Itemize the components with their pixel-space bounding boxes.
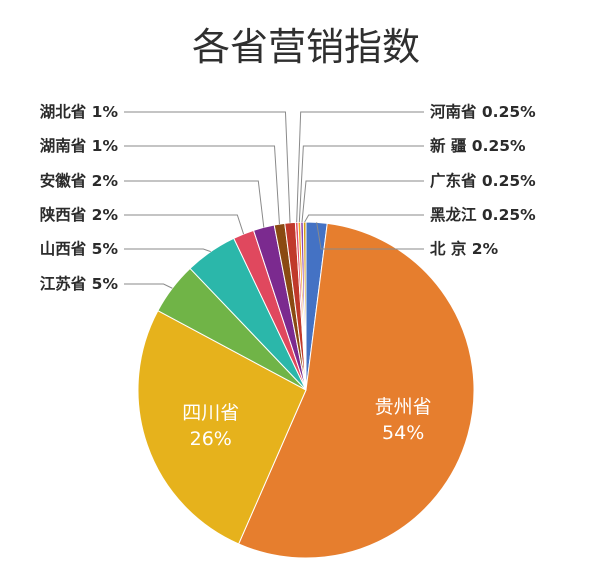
slice-value-四川省: 26% <box>190 428 232 450</box>
leader-line-广东省 <box>301 180 424 223</box>
slice-value-贵州省: 54% <box>382 422 424 444</box>
leader-line-安徽省 <box>124 180 265 228</box>
slice-label-广东省: 广东省 0.25% <box>430 171 536 190</box>
leader-line-山西省 <box>124 248 211 253</box>
slice-label-湖北省: 湖北省 1% <box>40 102 119 121</box>
slice-labels: 北 京 2% 贵州省 54% 四川省 26% 江苏省 5% 山西省 5% 陕西省 2% 安徽省 … <box>40 102 536 450</box>
leader-line-湖南省 <box>124 145 280 225</box>
leader-line-陕西省 <box>124 214 245 235</box>
slice-label-安徽省: 安徽省 2% <box>40 171 119 190</box>
slice-name-四川省: 四川省 <box>182 402 239 424</box>
leader-line-湖北省 <box>124 111 291 223</box>
leader-line-北京 <box>316 222 424 250</box>
slice-name-贵州省: 贵州省 <box>375 396 432 418</box>
leader-line-江苏省 <box>124 283 173 289</box>
slice-label-江苏省: 江苏省 5% <box>40 274 119 293</box>
slice-label-新疆: 新 疆 0.25% <box>430 136 526 155</box>
slice-label-北京: 北 京 2% <box>430 239 499 258</box>
pie-slices <box>137 221 475 559</box>
pie-slice-四川省 <box>137 309 307 545</box>
slice-label-陕西省: 陕西省 2% <box>40 205 119 224</box>
slice-label-河南省: 河南省 0.25% <box>430 102 536 121</box>
leader-line-河南省 <box>296 111 424 223</box>
slice-label-黑龙江: 黑龙江 0.25% <box>430 205 536 224</box>
slice-label-山西省: 山西省 5% <box>40 239 119 258</box>
slice-label-湖南省: 湖南省 1% <box>40 136 119 155</box>
chart-title: 各省营销指数 <box>192 25 420 69</box>
leader-line-黑龙江 <box>304 214 424 223</box>
leader-lines <box>124 111 424 289</box>
pie-slice-贵州省 <box>237 222 475 559</box>
leader-line-新疆 <box>298 145 424 223</box>
